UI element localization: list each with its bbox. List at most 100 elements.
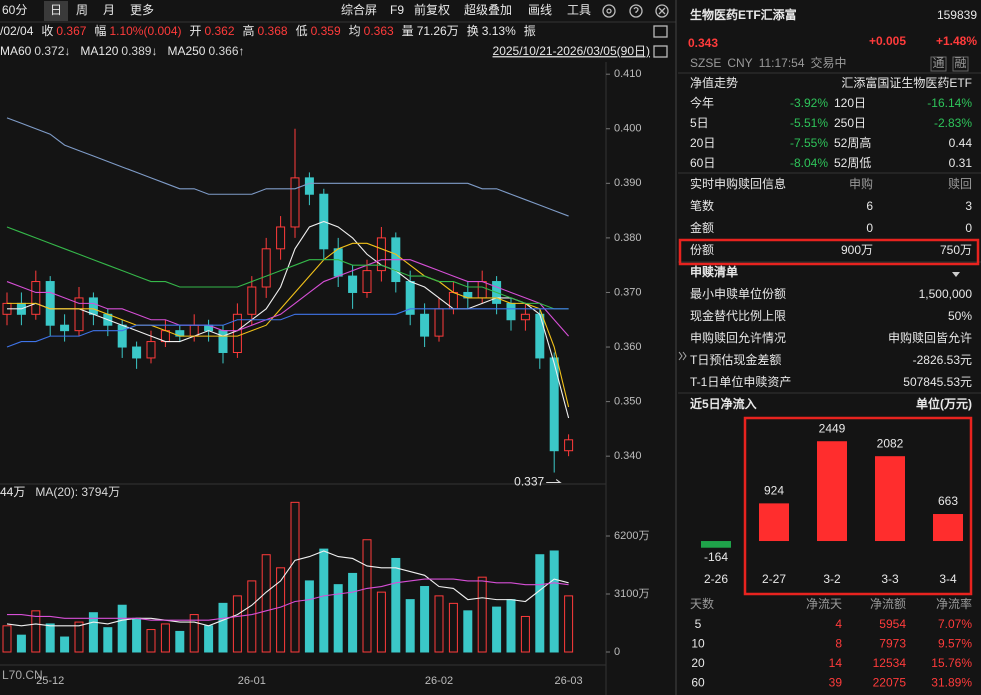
candle-body bbox=[362, 270, 372, 293]
volume-bar bbox=[348, 572, 358, 653]
row-label: 52周高 bbox=[834, 135, 871, 150]
candle-body bbox=[376, 237, 386, 272]
volume-bar bbox=[405, 599, 415, 653]
y-tick-label: 0.350 bbox=[614, 396, 642, 408]
toolbar-button[interactable]: F9 bbox=[390, 3, 404, 17]
row-value: 750万 bbox=[940, 243, 972, 257]
row-label: 20日 bbox=[690, 136, 715, 150]
row-label: 金额 bbox=[690, 220, 714, 235]
toolbar-tab[interactable]: 日 bbox=[50, 3, 62, 17]
row-value: 0.44 bbox=[949, 136, 973, 150]
volume-bar bbox=[204, 625, 214, 653]
section-title: 净值走势 bbox=[690, 75, 738, 90]
y-tick-label: 6200万 bbox=[614, 530, 649, 542]
toolbar-tab[interactable]: 更多 bbox=[130, 3, 154, 17]
ma-line bbox=[7, 578, 569, 621]
col-header: 天数 bbox=[690, 596, 714, 611]
row-value: -2.83% bbox=[934, 116, 972, 130]
candle-body bbox=[232, 313, 242, 353]
row-label: 120日 bbox=[834, 96, 866, 110]
info-text: 收 bbox=[41, 24, 53, 38]
volume-bar bbox=[391, 557, 401, 653]
volume-bar bbox=[463, 610, 473, 653]
row-label: 最小申赎单位份额 bbox=[690, 286, 786, 301]
row-label: 申购赎回允许情况 bbox=[690, 330, 786, 345]
ma-line bbox=[6, 226, 569, 310]
toolbar-button[interactable]: 前复权 bbox=[414, 2, 450, 17]
tab-highlight bbox=[44, 1, 68, 21]
info-text: 1.10%(0.004) bbox=[109, 24, 181, 38]
toolbar-button[interactable]: 综合屏 bbox=[341, 2, 377, 17]
volume-bar bbox=[434, 595, 444, 653]
quote-meta: CNY bbox=[727, 56, 752, 70]
y-tick-label: 0.340 bbox=[614, 450, 642, 462]
info-text: 换 bbox=[467, 24, 479, 38]
row-label: T-1日单位申赎资产 bbox=[690, 374, 791, 389]
row-value: 申购赎回皆允许 bbox=[888, 330, 972, 345]
y-tick-label: 0 bbox=[614, 646, 620, 658]
candle-body bbox=[290, 177, 300, 228]
x-tick-label: 26-02 bbox=[425, 675, 453, 687]
y-tick-label: 0.380 bbox=[614, 232, 642, 244]
row-value: -3.92% bbox=[790, 96, 828, 110]
dropdown-icon[interactable] bbox=[952, 272, 960, 277]
bar-label: 2082 bbox=[877, 436, 904, 450]
legend-name: MA60 bbox=[0, 44, 32, 58]
bar bbox=[759, 503, 789, 542]
volume-bar bbox=[232, 595, 242, 653]
col-header: 净流天 bbox=[806, 597, 842, 611]
tag-box bbox=[930, 56, 947, 72]
volume-header: MA(20): 3794万 bbox=[35, 485, 120, 499]
x-tick-label: 26-03 bbox=[555, 675, 583, 687]
candle-body bbox=[348, 275, 358, 293]
candle-body bbox=[535, 313, 545, 359]
chart-title: 近5日净流入 bbox=[690, 396, 757, 411]
table-cell: 14 bbox=[829, 656, 843, 670]
toolbar-tab[interactable]: 周 bbox=[76, 3, 88, 17]
row-value: 50% bbox=[948, 309, 972, 323]
bar bbox=[817, 441, 847, 542]
toolbar-button[interactable]: 画线 bbox=[528, 3, 552, 17]
row-label: 现金替代比例上限 bbox=[690, 308, 786, 323]
x-tick-label: 25-12 bbox=[36, 675, 64, 687]
watermark: L70.CN bbox=[2, 668, 43, 682]
table-cell: 7.07% bbox=[938, 617, 972, 631]
info-text: 3.13% bbox=[482, 24, 516, 38]
volume-header: 44万 bbox=[0, 485, 25, 499]
volume-bar bbox=[376, 591, 386, 653]
volume-bar bbox=[132, 617, 142, 653]
volume-bar bbox=[290, 501, 300, 653]
toolbar-button[interactable]: 超级叠加 bbox=[464, 2, 512, 17]
candle-body bbox=[146, 341, 156, 359]
candle-body bbox=[520, 313, 530, 321]
info-text: 振 bbox=[524, 24, 536, 38]
table-cell: 5 bbox=[695, 617, 702, 631]
row-value: 6 bbox=[866, 199, 873, 213]
candle-body bbox=[60, 324, 70, 332]
toolbar-tab[interactable]: 60分 bbox=[2, 3, 27, 17]
collapse-icon[interactable] bbox=[678, 351, 687, 361]
table-cell: 15.76% bbox=[931, 656, 972, 670]
quote-name: 生物医药ETF汇添富 bbox=[690, 7, 797, 22]
table-cell: 4 bbox=[835, 617, 842, 631]
ma-line bbox=[7, 242, 570, 408]
toolbar-tab[interactable]: 月 bbox=[103, 3, 115, 17]
volume-bar bbox=[261, 554, 271, 653]
candle-body bbox=[45, 281, 55, 326]
table-cell: 20 bbox=[691, 656, 705, 670]
toolbar-button[interactable]: 工具 bbox=[567, 3, 591, 17]
section-title: 申赎清单 bbox=[690, 264, 738, 279]
volume-bar bbox=[60, 636, 70, 653]
row-value: -5.51% bbox=[790, 116, 828, 130]
info-text: 0.368 bbox=[258, 24, 288, 38]
info-text: 0.367 bbox=[56, 24, 86, 38]
y-tick-label: 0.370 bbox=[614, 286, 642, 298]
volume-bar bbox=[16, 634, 26, 653]
row-label: T日预估现金差额 bbox=[690, 352, 781, 367]
info-text: 0.362 bbox=[205, 24, 235, 38]
volume-bar bbox=[506, 599, 516, 653]
row-label: 52周低 bbox=[834, 156, 871, 170]
